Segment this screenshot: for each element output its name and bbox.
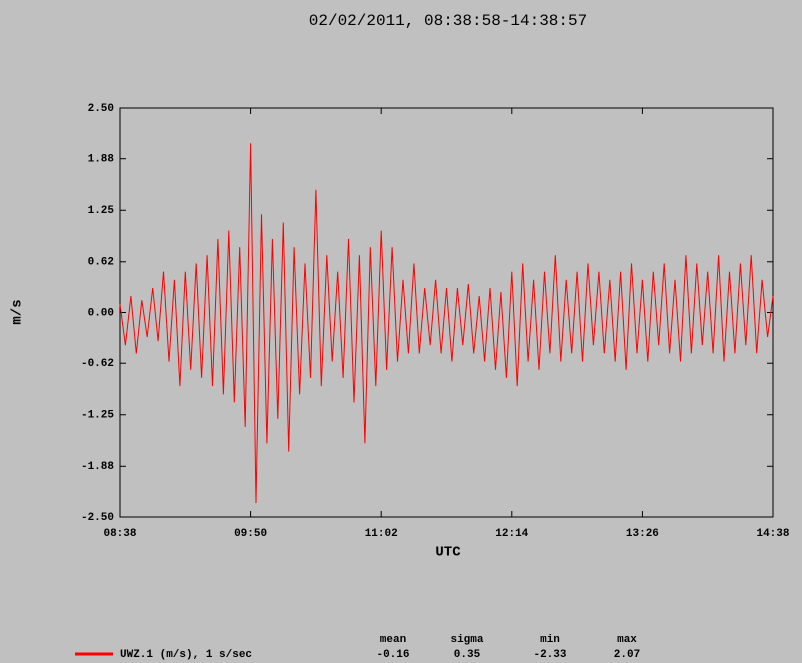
signal-line (119, 143, 774, 504)
y-tick-label: -1.88 (81, 461, 114, 473)
legend-label: UWZ.1 (m/s), 1 s/sec (120, 649, 252, 661)
stat-value: 0.35 (454, 649, 481, 661)
stat-header: mean (380, 634, 406, 646)
stat-header: max (617, 634, 637, 646)
stat-header: min (540, 634, 560, 646)
x-tick-label: 14:38 (756, 528, 789, 540)
stat-header: sigma (450, 634, 483, 646)
y-tick-label: 2.50 (88, 103, 114, 115)
y-tick-label: 0.00 (88, 307, 114, 319)
y-axis-label: m/s (10, 299, 26, 324)
y-tick-label: -1.25 (81, 410, 114, 422)
y-tick-label: -0.62 (81, 358, 114, 370)
x-tick-label: 08:38 (103, 528, 136, 540)
x-tick-label: 11:02 (365, 528, 398, 540)
x-axis-label: UTC (435, 545, 461, 561)
stat-value: -0.16 (376, 649, 409, 661)
y-tick-label: -2.50 (81, 512, 114, 524)
x-tick-label: 12:14 (495, 528, 528, 540)
stat-value: -2.33 (533, 649, 566, 661)
x-tick-label: 09:50 (234, 528, 267, 540)
y-tick-label: 0.62 (88, 257, 114, 269)
y-tick-label: 1.25 (88, 205, 115, 217)
chart-title: 02/02/2011, 08:38:58-14:38:57 (309, 12, 587, 30)
y-tick-label: 1.88 (88, 154, 115, 166)
stat-value: 2.07 (614, 649, 640, 661)
x-tick-label: 13:26 (626, 528, 659, 540)
